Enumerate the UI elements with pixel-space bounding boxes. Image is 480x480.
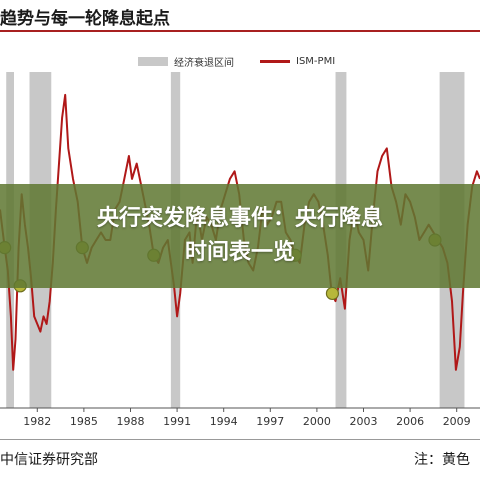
legend-swatch-pmi	[260, 59, 290, 63]
source-text: 中信证券研究部	[0, 452, 98, 468]
legend-item-pmi: ISM-PMI	[260, 56, 335, 67]
x-tick-label-1991: 1991	[163, 415, 191, 428]
article-title-banner[interactable]: 央行突发降息事件：央行降息 时间表一览	[0, 184, 480, 288]
x-tick-label-2000: 2000	[303, 415, 331, 428]
title-divider	[0, 30, 480, 32]
chart-title: 趋势与每一轮降息起点	[0, 9, 170, 29]
legend-swatch-recession	[138, 56, 168, 66]
x-tick-label-2003: 2003	[349, 415, 377, 428]
source-divider	[0, 439, 480, 440]
x-tick-label-1982: 1982	[23, 415, 51, 428]
legend-item-recession: 经济衰退区间	[138, 54, 234, 69]
x-tick-label-1994: 1994	[210, 415, 238, 428]
x-tick-label-2006: 2006	[396, 415, 424, 428]
chart-legend: 经济衰退区间 ISM-PMI	[138, 53, 361, 69]
x-tick-label-1997: 1997	[256, 415, 284, 428]
note-text: 注：黄色	[414, 452, 470, 468]
banner-title-line-2: 时间表一览	[184, 240, 295, 265]
x-axis: 1982 1985 1988 1991 1994 1997 2000 2003 2006 2009	[0, 407, 480, 428]
legend-label-recession: 经济衰退区间	[174, 57, 234, 69]
x-tick-label-2009: 2009	[443, 415, 471, 428]
x-tick-label-1985: 1985	[70, 415, 98, 428]
x-tick-label-1988: 1988	[116, 415, 144, 428]
rate-cut-marker-5	[325, 286, 340, 301]
banner-title-line-1: 央行突发降息事件：央行降息	[96, 206, 383, 231]
legend-label-pmi: ISM-PMI	[296, 55, 336, 67]
